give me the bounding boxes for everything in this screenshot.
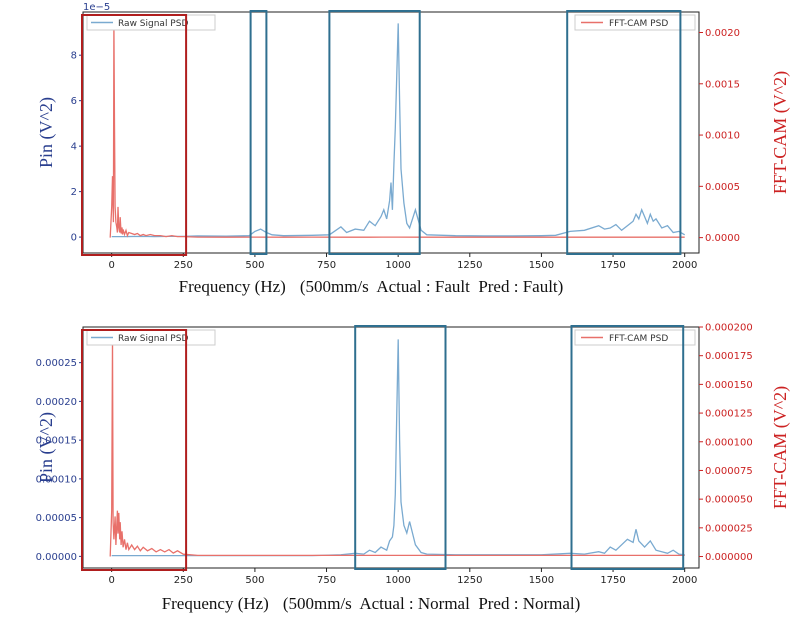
y-right-tick-label: 0.000175: [705, 351, 753, 362]
series-layer: [109, 22, 686, 238]
fft-cam-psd-line: [109, 338, 685, 557]
legend-box: [574, 14, 696, 31]
legend-label-fft: FFT-CAM PSD: [609, 334, 668, 344]
y-left-tick-label: 0.00005: [36, 513, 77, 524]
y-right-tick-label: 0.0000: [705, 233, 740, 244]
x-tick-label: 250: [174, 260, 193, 271]
x-tick-label: 1250: [457, 260, 482, 271]
x-tick-label: 0: [108, 575, 114, 586]
y-left-tick-label: 8: [71, 51, 77, 62]
x-axis-caption: Frequency (Hz) (500mm/s Actual : Normal P…: [162, 594, 581, 613]
normal-psd-panel: 0 250 500 750 1000 1250 1500 1750 2000 0.00000 0.0…: [36, 323, 791, 614]
blue-highlight-box: [570, 325, 685, 570]
y-left-tick-label: 0.00020: [36, 397, 77, 408]
plot-frame: [82, 11, 700, 254]
legend-raw-signal: Raw Signal PSD: [86, 329, 216, 346]
y-right-tick-label: 0.000000: [705, 552, 753, 563]
blue-highlight-box: [354, 325, 447, 570]
y-right-tick-label: 0.000025: [705, 523, 753, 534]
y-right-tick-label: 0.000150: [705, 380, 753, 391]
x-tick-label: 500: [245, 575, 264, 586]
fft-cam-psd-line: [109, 22, 685, 238]
y-left-tick-label: 0.00015: [36, 436, 77, 447]
tick-layer: 0 250 500 750 1000 1250 1500 1750 2000 0.00000 0.0…: [36, 323, 753, 587]
y-left-tick-label: 6: [71, 96, 77, 107]
x-tick-label: 1000: [385, 260, 410, 271]
y-left-tick-label: 0.00010: [36, 474, 77, 485]
y-left-tick-label: 2: [71, 187, 77, 198]
fault-psd-panel: 0 250 500 750 1000 1250 1500 1750 2000 0 2 4 6 8 0.000…: [36, 2, 791, 296]
red-highlight-box: [81, 329, 188, 571]
x-tick-label: 1000: [385, 575, 410, 586]
x-tick-label: 2000: [672, 575, 697, 586]
tick-layer: 0 250 500 750 1000 1250 1500 1750 2000 0 2 4 6 8 0.000…: [71, 28, 740, 271]
y-right-tick-label: 0.000125: [705, 409, 753, 420]
y-left-tick-label: 4: [71, 142, 77, 153]
x-tick-label: 250: [174, 575, 193, 586]
plot-frame: [82, 326, 700, 569]
x-tick-label: 1250: [457, 575, 482, 586]
series-layer: [109, 338, 685, 557]
x-tick-label: 2000: [672, 260, 697, 271]
y-right-tick-label: 0.0005: [705, 182, 740, 193]
legend-label-raw: Raw Signal PSD: [118, 19, 188, 29]
blue-highlight-box: [328, 10, 421, 255]
x-axis-caption: Frequency (Hz) (500mm/s Actual : Fault Pr…: [179, 277, 564, 296]
y-left-tick-label: 0.00000: [36, 552, 77, 563]
y-right-tick-label: 0.0020: [705, 28, 740, 39]
y-right-tick-label: 0.000200: [705, 323, 753, 334]
y-left-tick-label: 0.00025: [36, 358, 77, 369]
x-tick-label: 750: [317, 260, 336, 271]
x-tick-label: 1500: [529, 575, 554, 586]
y-right-tick-label: 0.000075: [705, 466, 753, 477]
legend-fft-cam: FFT-CAM PSD: [574, 329, 696, 346]
x-tick-label: 500: [245, 260, 264, 271]
y-right-tick-label: 0.000100: [705, 437, 753, 448]
red-highlight-box: [81, 14, 188, 256]
legend-fft-cam: FFT-CAM PSD: [574, 14, 696, 31]
y-right-tick-label: 0.0010: [705, 131, 740, 142]
y-right-tick-label: 0.0015: [705, 79, 740, 90]
x-axis-label: Frequency (Hz): [179, 277, 286, 296]
legend-box: [574, 329, 696, 346]
y-axis-label-right: FFT-CAM (V^2): [770, 386, 791, 509]
blue-highlight-box: [249, 10, 268, 255]
legend-label-raw: Raw Signal PSD: [118, 334, 188, 344]
y-axis-label-left: Pin (V^2): [36, 97, 57, 168]
blue-highlight-box: [566, 10, 682, 255]
legend-label-fft: FFT-CAM PSD: [609, 19, 668, 29]
caption-info: (500mm/s Actual : Normal Pred : Normal): [283, 594, 580, 613]
x-axis-label: Frequency (Hz): [162, 594, 269, 613]
raw-signal-psd-line: [111, 339, 685, 557]
y-axis-label-left: Pin (V^2): [36, 412, 57, 483]
x-tick-label: 0: [108, 260, 114, 271]
legend-raw-signal: Raw Signal PSD: [86, 14, 216, 31]
x-tick-label: 750: [317, 575, 336, 586]
x-tick-label: 1750: [600, 575, 625, 586]
y-right-tick-label: 0.000050: [705, 495, 753, 506]
x-tick-label: 1500: [529, 260, 554, 271]
y-offset-label: 1e−5: [83, 2, 110, 13]
raw-signal-psd-line: [111, 23, 686, 238]
caption-info: (500mm/s Actual : Fault Pred : Fault): [300, 277, 563, 296]
y-axis-label-right: FFT-CAM (V^2): [770, 71, 791, 194]
x-tick-label: 1750: [600, 260, 625, 271]
y-left-tick-label: 0: [71, 233, 77, 244]
